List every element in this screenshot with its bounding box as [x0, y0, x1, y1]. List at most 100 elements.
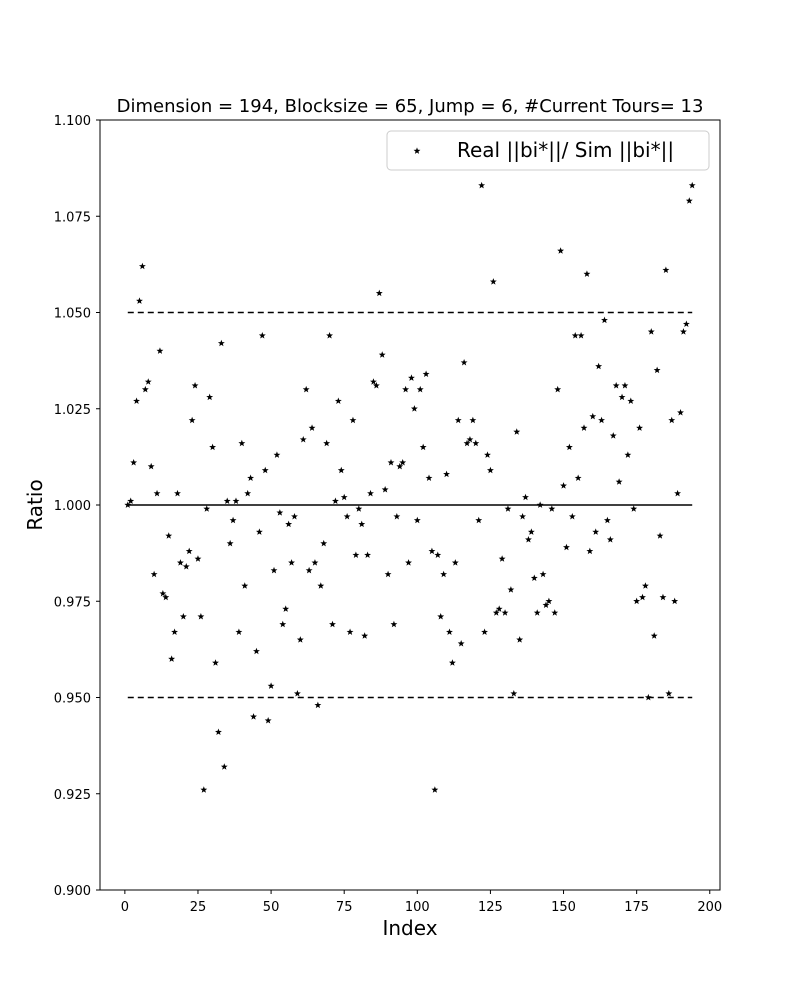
data-point: [206, 393, 214, 401]
data-point: [153, 489, 161, 497]
data-point: [446, 628, 453, 635]
data-point: [364, 551, 372, 558]
data-point: [408, 374, 415, 381]
data-point: [542, 601, 550, 609]
data-point: [375, 289, 383, 297]
data-point: [419, 443, 427, 451]
y-tick-label: 0.925: [54, 788, 91, 803]
data-point: [212, 659, 219, 666]
data-point: [387, 459, 395, 466]
data-point: [498, 555, 506, 562]
data-point: [197, 613, 205, 620]
reference-lines: [127, 311, 693, 699]
data-point: [223, 497, 231, 505]
data-point: [416, 385, 424, 393]
data-point: [443, 470, 450, 478]
data-point: [393, 512, 401, 520]
data-point: [346, 628, 354, 635]
data-point: [469, 416, 477, 424]
data-point: [320, 539, 328, 547]
data-point: [238, 439, 246, 447]
y-tick-label: 0.975: [54, 595, 91, 610]
data-point: [595, 362, 603, 370]
data-point: [495, 605, 503, 612]
data-point: [288, 559, 295, 566]
data-point: [162, 593, 170, 601]
data-point: [144, 378, 152, 385]
data-point: [279, 620, 287, 628]
data-point: [267, 682, 275, 689]
data-point: [355, 505, 363, 512]
data-point: [685, 197, 693, 204]
data-point: [487, 466, 494, 474]
data-point: [370, 378, 377, 385]
data-point: [580, 424, 588, 431]
y-tick-label: 1.075: [54, 210, 91, 225]
data-point: [156, 347, 164, 354]
data-point: [574, 474, 582, 481]
data-point: [352, 551, 360, 558]
data-point: [592, 528, 600, 535]
data-point: [124, 501, 132, 508]
data-point: [677, 409, 684, 416]
data-point: [565, 443, 573, 451]
x-tick-label: 175: [624, 900, 649, 915]
data-point: [551, 609, 559, 616]
data-point: [296, 636, 304, 643]
data-point: [548, 505, 556, 512]
data-point: [501, 609, 509, 616]
y-tick-label: 1.000: [54, 499, 91, 514]
data-point: [653, 366, 661, 374]
data-point: [247, 474, 255, 481]
x-tick-label: 150: [551, 900, 576, 915]
data-point: [384, 570, 392, 578]
data-point: [220, 763, 228, 770]
data-point: [250, 713, 257, 720]
data-point: [560, 482, 567, 489]
data-point: [425, 474, 433, 481]
y-tick-label: 1.050: [54, 307, 91, 322]
data-point: [381, 486, 389, 493]
data-point: [367, 489, 374, 497]
data-point: [624, 451, 632, 458]
data-point: [489, 278, 497, 285]
data-point: [665, 690, 673, 697]
data-point: [332, 497, 339, 505]
data-point: [311, 559, 319, 566]
data-points: [124, 181, 696, 793]
data-point: [527, 528, 535, 535]
data-point: [440, 570, 448, 578]
data-point: [229, 516, 237, 524]
data-point: [656, 532, 664, 539]
y-tick-label: 0.950: [54, 692, 91, 707]
data-point: [138, 262, 146, 270]
data-point: [460, 358, 468, 366]
data-point: [147, 462, 155, 470]
data-point: [177, 559, 184, 566]
data-point: [185, 547, 193, 555]
data-point: [340, 493, 348, 501]
data-point: [674, 489, 682, 497]
data-point: [603, 516, 611, 524]
data-point: [182, 563, 190, 570]
data-point: [136, 297, 143, 304]
x-tick-label: 100: [405, 900, 430, 915]
data-point: [589, 412, 597, 420]
data-point: [396, 462, 404, 470]
data-point: [633, 597, 641, 605]
legend-label: Real ||bi*||/ Sim ||bi*||: [457, 138, 674, 162]
data-point: [258, 332, 266, 339]
data-point: [253, 647, 260, 655]
data-point: [525, 536, 532, 543]
data-point: [671, 597, 679, 605]
data-point: [650, 632, 658, 639]
data-point: [601, 316, 608, 324]
data-point: [191, 382, 199, 389]
data-point: [323, 439, 331, 447]
data-point: [241, 582, 249, 589]
data-point: [168, 655, 176, 662]
data-point: [215, 728, 222, 736]
data-point: [141, 385, 149, 393]
data-point: [545, 597, 553, 605]
data-point: [165, 532, 173, 539]
